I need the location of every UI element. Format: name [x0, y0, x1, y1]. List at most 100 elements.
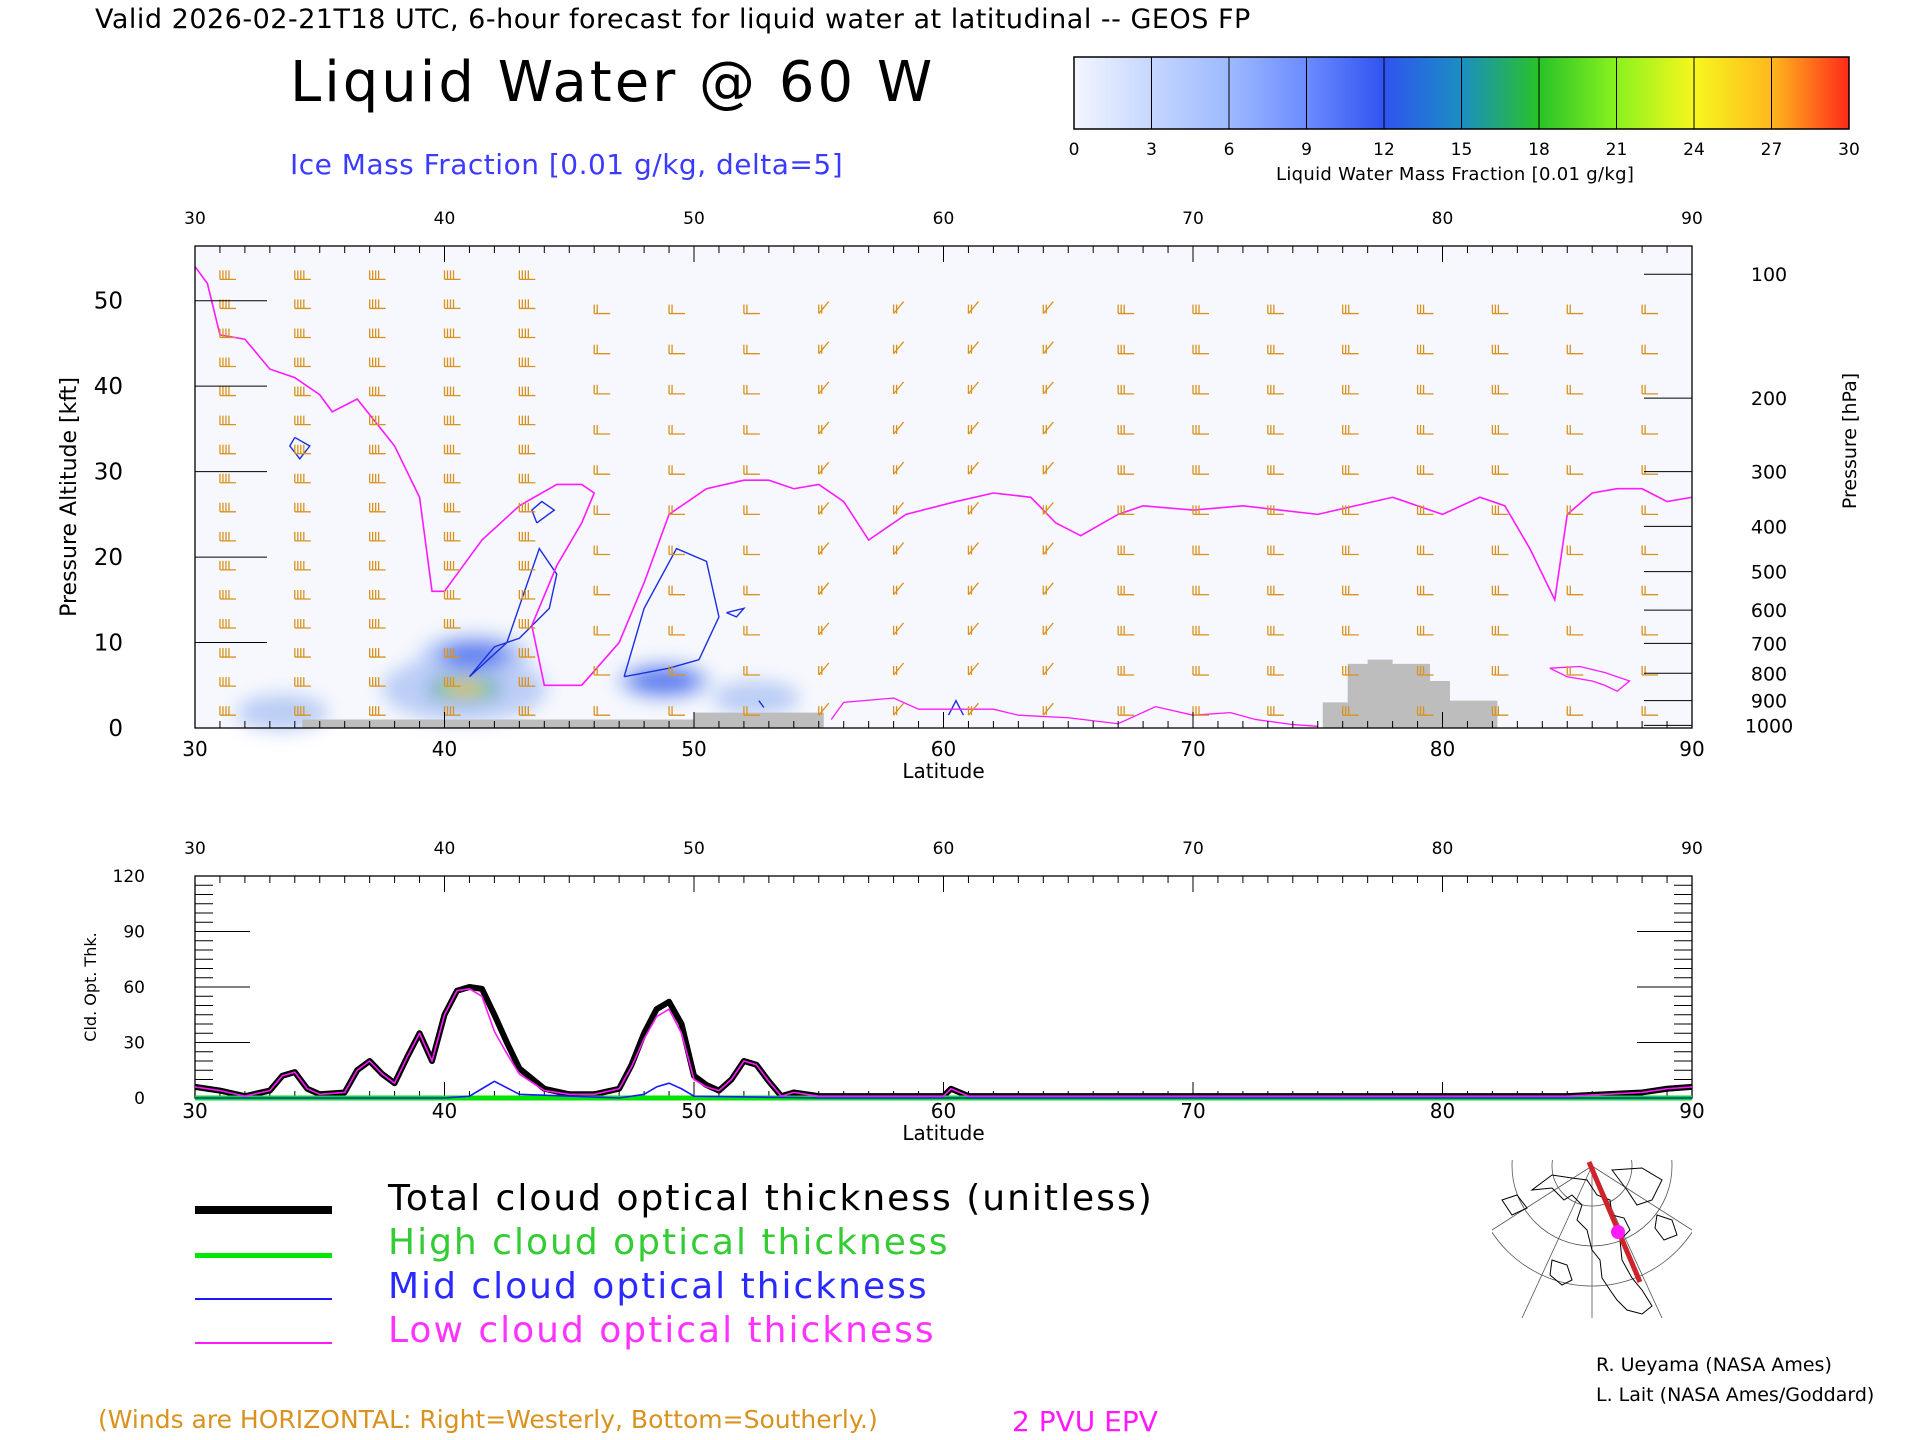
od-y-axis-label: Cld. Opt. Thk.	[81, 932, 100, 1041]
wind-barb	[818, 542, 830, 555]
pvu-low-line	[1549, 665, 1631, 693]
wind-barb	[967, 301, 979, 314]
wind-barb	[818, 301, 830, 314]
od-x-tick-label-top: 30	[184, 839, 206, 859]
colorbar-tick-label: 30	[1838, 140, 1860, 160]
ice-contour	[947, 699, 965, 716]
wind-barb	[967, 702, 979, 716]
wind-barb	[967, 461, 979, 475]
colorbar-segment	[1538, 56, 1617, 130]
cross-section-chart: 30 30 40 40 50 50 60 60 70 70 80 80 90 90 Latitude 0 10 2…	[57, 209, 1861, 783]
pressure-tick-label: 700	[1751, 633, 1787, 655]
winds-note: (Winds are HORIZONTAL: Right=Westerly, B…	[98, 1405, 878, 1434]
credit-line-1: R. Ueyama (NASA Ames)	[1596, 1354, 1832, 1376]
od-x-tick-label: 50	[681, 1099, 706, 1123]
ice-contour	[530, 500, 556, 524]
wind-barb	[818, 341, 830, 355]
legend-swatch-mid	[195, 1298, 332, 1300]
wind-barb	[893, 542, 905, 555]
pressure-tick-label: 400	[1751, 516, 1787, 538]
ice-mass-fraction-label: Ice Mass Fraction [0.01 g/kg, delta=5]	[290, 148, 844, 181]
legend-label-low: Low cloud optical thickness	[388, 1310, 936, 1351]
wind-barb	[818, 702, 830, 716]
wind-barb	[818, 461, 830, 475]
wind-barb	[893, 461, 905, 475]
y-tick-label: 50	[94, 289, 123, 315]
locator-map	[1492, 1160, 1692, 1318]
x-tick-label-top: 40	[434, 209, 456, 229]
y-tick-label: 0	[108, 716, 123, 742]
od-x-tick-label: 60	[931, 1099, 956, 1123]
od-x-tick-label: 90	[1679, 1099, 1704, 1123]
wind-barb	[818, 582, 830, 596]
ice-contour	[623, 547, 720, 678]
pressure-tick-label: 1000	[1745, 715, 1793, 737]
colorbar-segment	[1228, 56, 1307, 130]
wind-barb	[967, 501, 979, 515]
colorbar-segment	[1151, 56, 1230, 130]
pvu-2-line	[194, 266, 1693, 687]
wind-barbs	[219, 270, 1659, 716]
wind-barb	[1042, 622, 1054, 636]
x-axis-label: Latitude	[902, 759, 984, 783]
colorbar-tick-label: 6	[1223, 140, 1235, 160]
colorbar-tick-label: 27	[1760, 140, 1783, 160]
x-tick-label-top: 50	[683, 209, 705, 229]
od-y-tick-label: 90	[123, 923, 145, 943]
od-plot-frame	[194, 875, 1693, 1099]
od-series-line	[194, 988, 1693, 1097]
liquid-water-blob	[712, 680, 800, 716]
colorbar-segment	[1771, 56, 1850, 130]
od-series-line	[195, 1080, 1692, 1099]
y-tick-label: 40	[94, 374, 123, 400]
od-x-axis-label: Latitude	[902, 1121, 984, 1145]
legend-swatch-total	[195, 1206, 332, 1214]
x-tick-label: 40	[432, 737, 457, 761]
wind-barb	[1042, 702, 1054, 716]
od-x-tick-label-top: 80	[1432, 839, 1454, 859]
od-x-tick-label-top: 50	[683, 839, 705, 859]
wind-barb	[1042, 301, 1054, 314]
pressure-tick-label: 600	[1751, 600, 1787, 622]
colorbar-frame	[1073, 56, 1850, 130]
wind-barb	[893, 622, 905, 636]
colorbar-segment	[1073, 56, 1152, 130]
wind-barb	[893, 381, 905, 395]
colorbar-segment	[1693, 56, 1772, 130]
legend-label-total: Total cloud optical thickness (unitless)	[388, 1178, 1154, 1219]
pressure-tick-label: 300	[1751, 462, 1787, 484]
colorbar-segment	[1306, 56, 1385, 130]
od-x-tick-label-top: 40	[434, 839, 456, 859]
wind-barb	[1042, 421, 1054, 435]
x-tick-label: 80	[1430, 737, 1455, 761]
od-x-tick-label: 70	[1180, 1099, 1205, 1123]
wind-barb	[818, 381, 830, 395]
wind-barb	[818, 622, 830, 636]
x-tick-label-top: 80	[1432, 209, 1454, 229]
x-tick-label: 70	[1180, 737, 1205, 761]
wind-barb	[1042, 501, 1054, 515]
pressure-tick-label: 500	[1751, 562, 1787, 584]
colorbar-tick-label: 0	[1068, 140, 1080, 160]
colorbar-label: Liquid Water Mass Fraction [0.01 g/kg]	[1276, 164, 1635, 185]
ice-contour	[288, 436, 311, 460]
x-tick-label: 60	[931, 737, 956, 761]
wind-barb	[1042, 582, 1054, 596]
pressure-axis-label: Pressure [hPa]	[1839, 373, 1861, 509]
wind-barb	[893, 301, 905, 314]
od-y-tick-label: 60	[123, 978, 145, 998]
colorbar-tick-label: 18	[1528, 140, 1550, 160]
legend-swatch-high	[195, 1253, 332, 1258]
wind-barb	[967, 381, 979, 395]
colorbar-tick-label: 15	[1450, 140, 1473, 160]
wind-barb	[893, 582, 905, 596]
pressure-tick-label: 200	[1751, 388, 1787, 410]
ice-contour	[726, 607, 746, 618]
pressure-tick-label: 800	[1751, 663, 1787, 685]
wind-barb	[818, 662, 830, 676]
wind-barb	[967, 582, 979, 596]
colorbar	[1073, 56, 1850, 130]
colorbar-tick-label: 12	[1373, 140, 1395, 160]
y-tick-label: 20	[94, 545, 123, 571]
wind-barb	[967, 622, 979, 636]
